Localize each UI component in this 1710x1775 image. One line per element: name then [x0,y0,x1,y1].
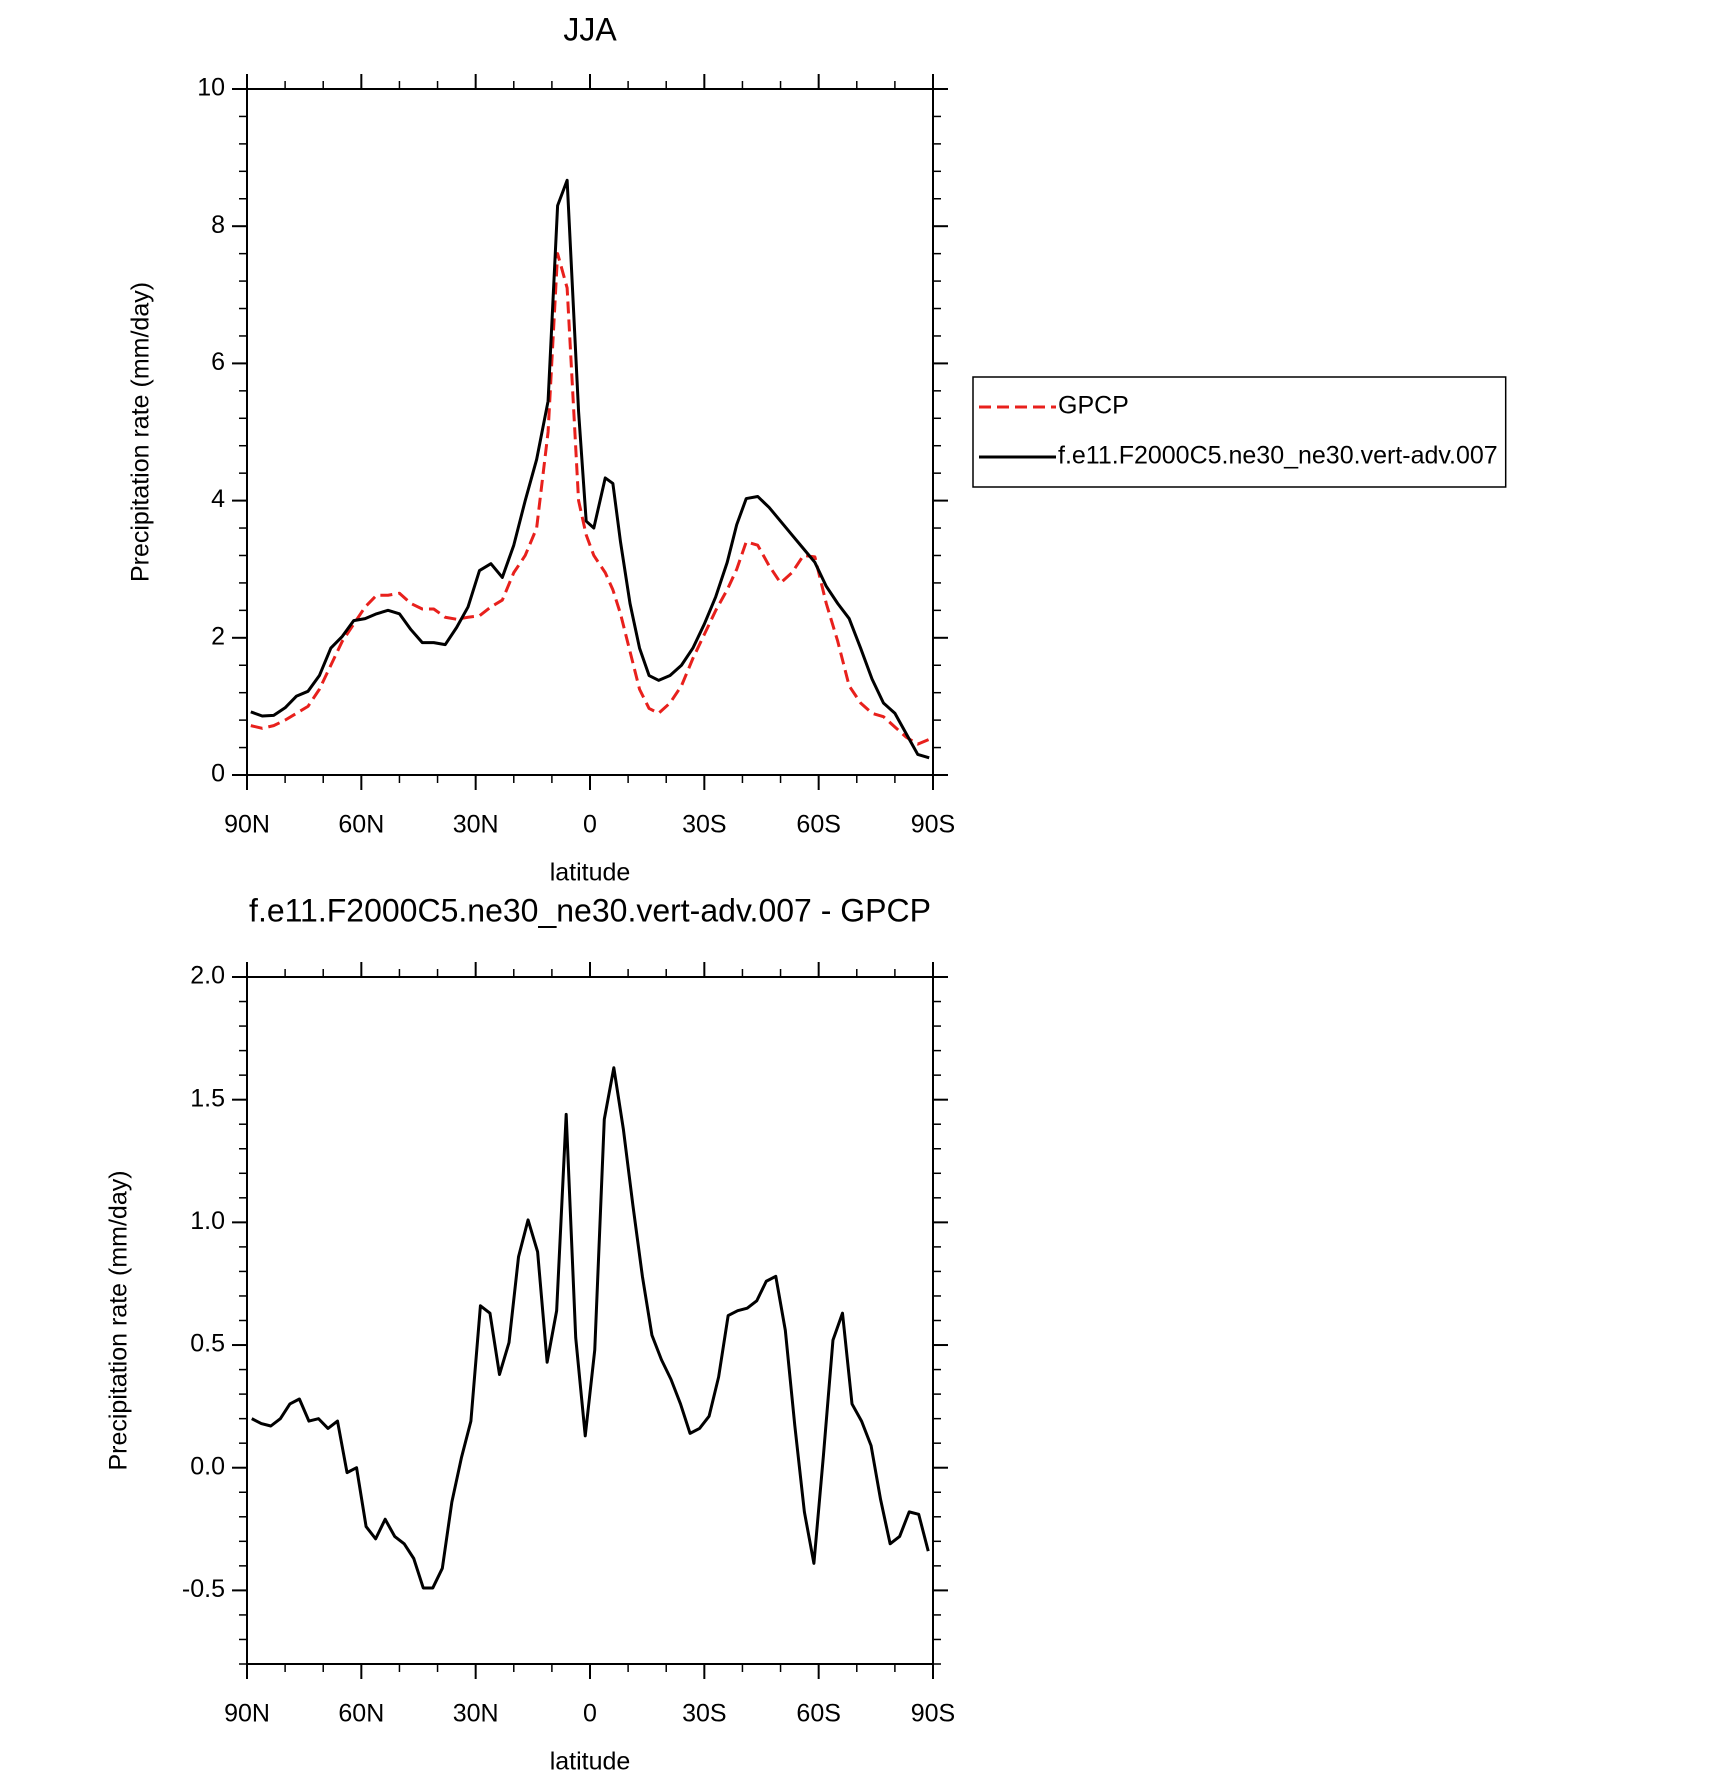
y-tick-label: 2 [211,622,225,650]
x-tick-label: 0 [583,1700,597,1728]
data-line [250,252,930,746]
x-tick-label: 30N [453,811,499,839]
x-axis-label: latitude [550,1748,631,1775]
x-tick-label: 30S [682,1700,726,1728]
x-tick-label: 60S [796,1700,840,1728]
y-tick-label: 1.5 [190,1084,225,1112]
x-tick-label: 60N [338,811,384,839]
x-tick-label: 0 [583,811,597,839]
y-tick-label: 0 [211,760,225,788]
x-axis-label: latitude [550,859,631,887]
y-axis-label: Precipitation rate (mm/day) [127,282,155,582]
x-tick-label: 30N [453,1700,499,1728]
x-tick-label: 90S [911,1700,955,1728]
legend-label: f.e11.F2000C5.ne30_ne30.vert-adv.007 [1058,442,1498,470]
x-tick-label: 90S [911,811,955,839]
data-line [251,1066,930,1590]
x-tick-label: 90N [224,811,270,839]
y-tick-label: 0.0 [190,1452,225,1480]
y-tick-label: 0.5 [190,1330,225,1358]
x-tick-label: 90N [224,1700,270,1728]
y-axis-label: Precipitation rate (mm/day) [105,1170,133,1470]
plot-frame [246,88,934,776]
legend-label: GPCP [1058,392,1129,420]
y-tick-label: 6 [211,348,225,376]
y-tick-label: 2.0 [190,962,225,990]
chart-title: JJA [563,11,617,47]
legend-box [972,376,1507,488]
y-tick-label: 8 [211,211,225,239]
x-tick-label: 30S [682,811,726,839]
y-tick-label: 1.0 [190,1207,225,1235]
plot-frame [246,976,934,1665]
y-tick-label: 4 [211,485,225,513]
data-line [250,178,930,760]
chart-title: f.e11.F2000C5.ne30_ne30.vert-adv.007 - G… [249,892,931,928]
x-tick-label: 60S [796,811,840,839]
y-tick-label: -0.5 [182,1575,225,1603]
x-tick-label: 60N [338,1700,384,1728]
y-tick-label: 10 [197,74,225,102]
